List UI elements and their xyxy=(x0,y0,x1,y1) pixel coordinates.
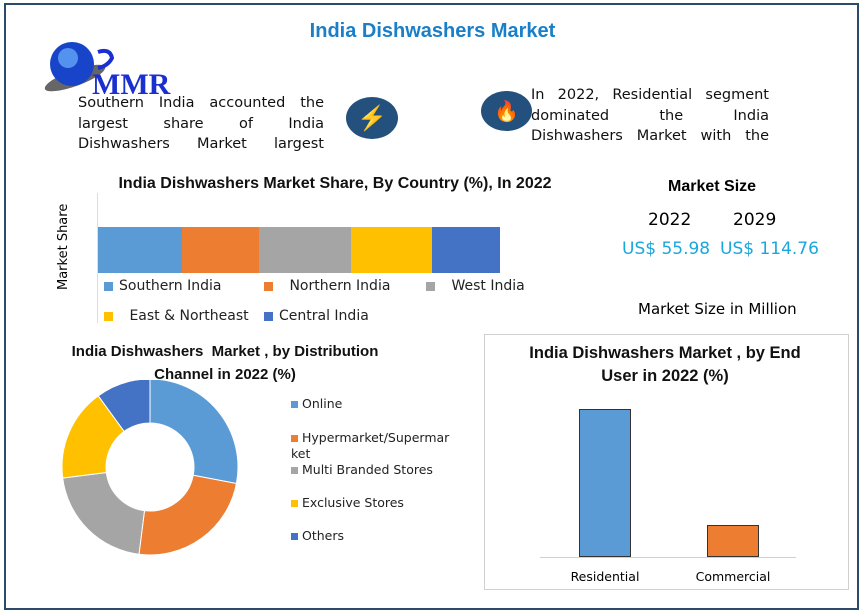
value-2022: US$ 55.98 xyxy=(622,239,711,259)
legend-east: East & Northeast xyxy=(104,308,249,324)
market-size-note: Market Size in Million xyxy=(638,300,797,318)
donut-legend-item: Others xyxy=(291,528,344,544)
donut-chart xyxy=(61,380,239,556)
market-size-heading: Market Size xyxy=(668,178,757,195)
end-user-chart-title: India Dishwashers Market , by End User i… xyxy=(529,344,801,385)
donut-slice-multi-branded-stores xyxy=(62,471,146,555)
stacked-bar xyxy=(98,227,500,273)
x-axis-line xyxy=(540,557,796,558)
donut-legend-item: Multi Branded Stores xyxy=(291,462,433,478)
segment-southern-india xyxy=(98,227,183,273)
legend-west: West India xyxy=(426,278,525,294)
donut-slice-others xyxy=(97,380,151,433)
donut-legend-item: Hypermarket/Supermar ket xyxy=(291,430,450,461)
segment-northern-india xyxy=(182,227,259,273)
year-2029: 2029 xyxy=(733,210,777,230)
segment-west-india xyxy=(258,227,352,273)
frame xyxy=(4,3,859,610)
legend-northern: Northern India xyxy=(264,278,390,294)
mmr-logo: MMR xyxy=(30,38,180,101)
left-summary: Southern India accounted the largest sha… xyxy=(78,95,324,152)
y-axis-label: Market Share xyxy=(56,203,71,290)
axis-line xyxy=(97,193,98,323)
flame-icon: 🔥 xyxy=(481,91,532,131)
end-user-chart-box xyxy=(484,334,849,590)
page-title: India Dishwashers Market xyxy=(309,20,556,42)
segment-east-northeast xyxy=(351,227,432,273)
donut-legend-item: Exclusive Stores xyxy=(291,495,404,511)
donut-legend-item: Online xyxy=(291,396,342,412)
legend-southern: Southern India xyxy=(104,278,222,294)
bar-residential xyxy=(579,409,631,557)
value-2029: US$ 114.76 xyxy=(720,239,819,259)
bar-commercial xyxy=(707,524,759,557)
logo-text: MMR xyxy=(92,68,171,98)
lightning-icon: ⚡ xyxy=(346,97,398,139)
donut-chart-title: India Dishwashers Market , by Distributi… xyxy=(71,343,383,383)
legend-central: Central India xyxy=(264,308,369,324)
right-summary: In 2022, Residential segment dominated t… xyxy=(531,87,769,144)
segment-central-india xyxy=(431,227,500,273)
year-2022: 2022 xyxy=(648,210,692,230)
donut-slice-online xyxy=(149,380,239,485)
x-label-commercial: Commercial xyxy=(695,569,771,584)
x-label-residential: Residential xyxy=(570,569,640,584)
stacked-chart-title: India Dishwashers Market Share, By Count… xyxy=(118,175,552,192)
donut-slice-hypermarket-supermarket xyxy=(138,474,238,556)
